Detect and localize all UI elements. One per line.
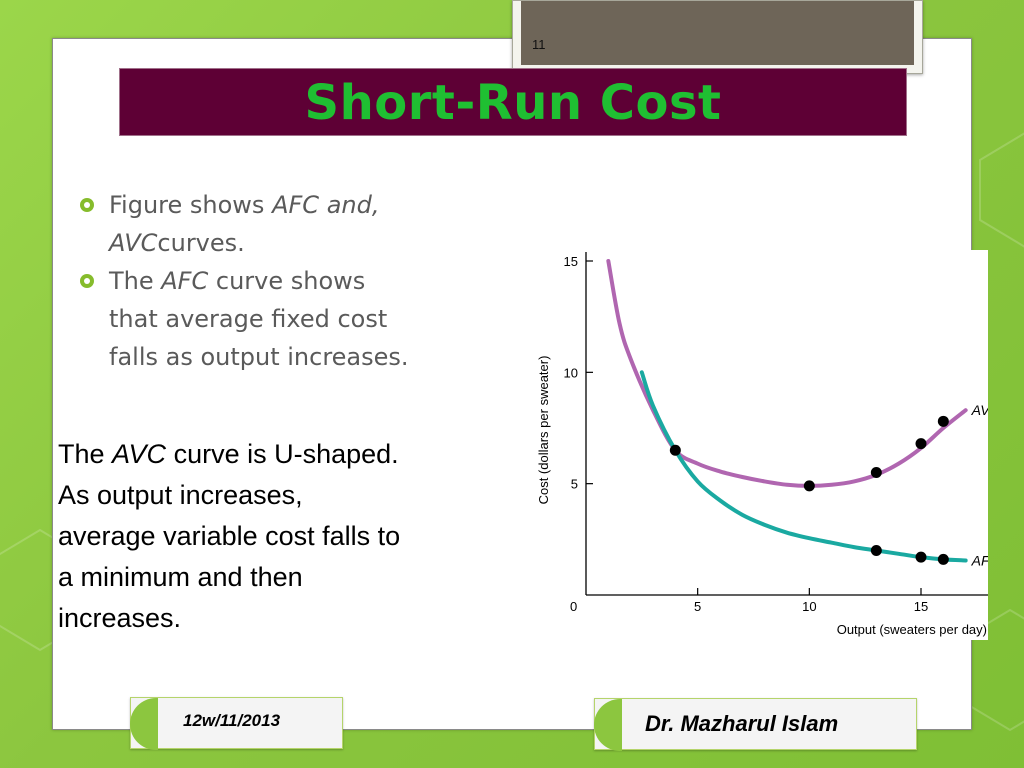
avc-para-line4: a minimum and then (58, 562, 303, 592)
y-tick-label: 10 (564, 365, 578, 380)
title-bar: Short-Run Cost (119, 68, 907, 136)
footer-author: Dr. Mazharul Islam (645, 711, 839, 736)
avc-data-point (870, 467, 882, 479)
afc-data-point (870, 544, 882, 556)
avc-para-line1-rest: curve is U-shaped. (166, 439, 399, 469)
avc-series-label: AVC (971, 402, 988, 418)
bullet-1-line2-rest: curves. (157, 229, 245, 257)
bullet-2-italic: AFC (161, 267, 209, 295)
avc-data-point (937, 415, 949, 427)
bullet-item-2: The AFC curve shows that average fixed c… (78, 262, 498, 376)
avc-para-line5: increases. (58, 603, 182, 633)
avc-explanation: The AVC curve is U-shaped. As output inc… (58, 434, 498, 639)
avc-data-point (803, 480, 815, 492)
afc-data-point (937, 553, 949, 565)
avc-data-point (669, 444, 681, 456)
bullet-circle-icon (80, 198, 94, 212)
avc-data-point (915, 438, 927, 450)
footer-date-cap (130, 698, 158, 750)
cost-chart: 5 10 15 5 10 15 AVC AFC Output (sweaters per d… (536, 252, 988, 637)
footer-date-box: 12w/11/2013 (130, 697, 343, 750)
x-tick-label: 15 (914, 599, 928, 614)
bullet-1-line2-italic: AVC (109, 229, 158, 257)
page-number-tab (512, 0, 923, 74)
x-axis-title: Output (sweaters per day) (837, 622, 987, 637)
bullet-item-1: Figure shows AFC and, AVCcurves. (78, 186, 498, 262)
avc-para-line2: As output increases, (58, 480, 303, 510)
bullet-circle-icon (80, 274, 94, 288)
y-tick-label: 15 (564, 254, 578, 269)
afc-curve (639, 370, 968, 563)
avc-para-prefix: The (58, 439, 113, 469)
page-number-tab-fill (521, 1, 914, 65)
y-tick-label: 5 (571, 477, 578, 492)
bullet-2-line2: that average fixed cost (109, 305, 388, 333)
avc-para-line3: average variable cost falls to (58, 521, 401, 551)
bullet-2-prefix: The (109, 267, 162, 295)
page-number: 11 (532, 37, 546, 52)
footer-author-box: Dr. Mazharul Islam (594, 698, 917, 751)
slide-title: Short-Run Cost (304, 75, 722, 131)
x-tick-label: 5 (694, 599, 701, 614)
bullet-1-italic: AFC and, (272, 191, 380, 219)
avc-curve (606, 259, 968, 488)
bullet-1-prefix: Figure shows (109, 191, 273, 219)
avc-para-italic: AVC (112, 439, 167, 469)
footer-author-cap (594, 699, 622, 751)
chart-panel: 5 10 15 5 10 15 AVC AFC Output (sweaters per d… (530, 250, 988, 640)
y-axis-title: Cost (dollars per sweater) (536, 356, 551, 505)
footer-date: 12w/11/2013 (183, 711, 281, 730)
afc-series-label: AFC (971, 552, 988, 568)
origin-tick-label: 0 (570, 599, 577, 614)
bullet-2-line3: falls as output increases. (109, 343, 409, 371)
bullet-2-rest: curve shows (208, 267, 366, 295)
x-tick-label: 10 (802, 599, 816, 614)
bullet-list: Figure shows AFC and, AVCcurves. The AFC… (78, 186, 498, 376)
afc-data-point (915, 551, 927, 563)
